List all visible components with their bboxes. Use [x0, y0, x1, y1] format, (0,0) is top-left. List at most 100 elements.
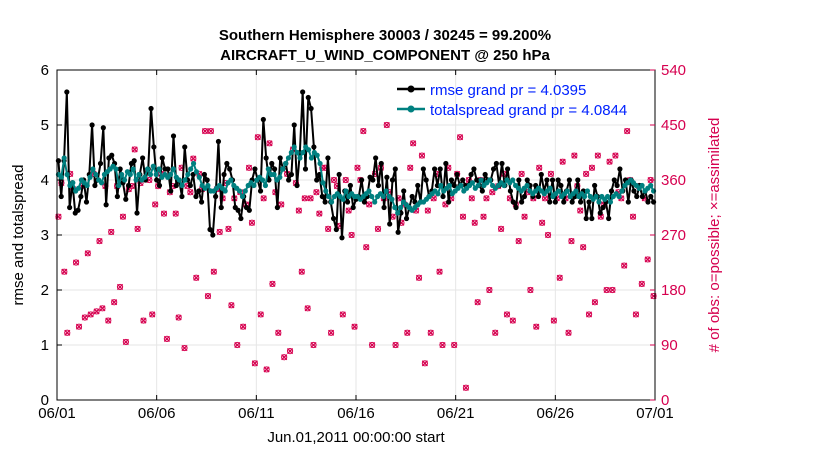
rmse-point [423, 177, 429, 183]
totalspread-point [75, 185, 82, 191]
rmse-point [490, 166, 497, 172]
obs-possible-marker [93, 308, 100, 315]
totalspread-point [573, 188, 579, 194]
rmse-point [505, 166, 511, 172]
obs-assimilated-marker [577, 207, 584, 214]
obs-assimilated-marker [96, 238, 103, 245]
rmse-point [198, 199, 205, 205]
obs-assimilated-marker [134, 225, 141, 232]
totalspread-point [619, 188, 625, 194]
totalspread-point [277, 174, 283, 180]
obs-possible-marker [536, 164, 543, 171]
obs-possible-marker [325, 225, 332, 232]
rmse-point [131, 158, 137, 164]
legend: rmse grand pr = 4.0395 totalspread grand… [397, 82, 627, 119]
rmse-point [583, 215, 589, 222]
obs-assimilated-marker [509, 317, 516, 324]
totalspread-point [395, 210, 401, 216]
rmse-point [535, 193, 542, 200]
obs-possible-marker [119, 213, 127, 220]
rmse-point [179, 193, 185, 200]
rmse-point [78, 193, 84, 200]
obs-assimilated-marker [571, 152, 578, 159]
obs-possible-marker [363, 244, 370, 251]
rmse-point [608, 188, 615, 194]
rmse-point [114, 193, 120, 200]
obs-assimilated-marker [629, 213, 637, 220]
obs-possible-marker [451, 341, 458, 349]
obs-assimilated-marker [81, 314, 88, 321]
obs-possible-marker [644, 256, 651, 263]
obs-possible-marker [55, 213, 62, 220]
obs-assimilated-marker [430, 195, 437, 202]
obs-possible-marker [351, 323, 358, 330]
totalspread-point [251, 182, 257, 189]
obs-assimilated-marker [75, 323, 83, 330]
x-tick-label: 06/16 [337, 405, 375, 422]
rmse-point [634, 193, 640, 200]
obs-possible-marker [193, 274, 200, 281]
obs-assimilated-marker [383, 121, 390, 129]
rmse-point [302, 166, 309, 172]
x-tick-label: 06/21 [437, 405, 475, 422]
obs-possible-marker [354, 164, 361, 171]
rmse-point [165, 166, 171, 172]
rmse-point [395, 229, 401, 235]
rmse-point [148, 105, 154, 112]
obs-possible-marker [521, 213, 528, 220]
rmse-point [389, 177, 396, 183]
obs-assimilated-marker [459, 213, 467, 220]
totalspread-point [380, 193, 386, 200]
rmse-point [446, 199, 452, 205]
obs-assimilated-marker [407, 164, 414, 171]
obs-assimilated-marker [583, 170, 590, 177]
obs-assimilated-marker [325, 225, 332, 232]
obs-assimilated-marker [330, 176, 338, 184]
rmse-point [538, 171, 544, 178]
obs-assimilated-marker [228, 302, 235, 309]
obs-assimilated-marker [131, 146, 138, 153]
obs-possible-marker [175, 314, 182, 321]
rmse-point [213, 193, 219, 200]
totalspread-point [167, 171, 174, 178]
totalspread-point [308, 155, 315, 161]
obs-possible-marker [486, 286, 493, 294]
rmse-point [336, 171, 342, 178]
legend-rmse-label: rmse grand pr = 4.0395 [430, 82, 586, 99]
obs-assimilated-marker [591, 299, 598, 306]
totalspread-point [328, 199, 335, 205]
obs-assimilated-marker [266, 140, 273, 147]
totalspread-point [259, 177, 266, 183]
totalspread-point [93, 171, 99, 178]
rmse-point [448, 177, 455, 183]
totalspread-point [130, 166, 136, 172]
obs-possible-marker [621, 262, 628, 269]
totalspread-point [294, 149, 300, 156]
totalspread-point [116, 182, 122, 189]
obs-possible-marker [374, 225, 382, 232]
y-left-tick-label: 5 [41, 117, 49, 134]
obs-assimilated-marker [471, 219, 478, 226]
legend-totalspread-marker [407, 105, 415, 113]
obs-possible-marker [210, 268, 217, 275]
totalspread-point [478, 177, 484, 183]
rmse-point [252, 166, 258, 172]
rmse-point [432, 166, 438, 172]
obs-possible-marker [594, 152, 601, 159]
obs-assimilated-marker [354, 164, 361, 171]
totalspread-point [84, 182, 90, 189]
totalspread-point [326, 193, 332, 200]
obs-assimilated-marker [210, 268, 217, 275]
obs-possible-marker [245, 164, 253, 171]
totalspread-point [280, 166, 286, 172]
rmse-point [437, 166, 443, 172]
obs-possible-marker [330, 176, 338, 184]
y-left-tick-label: 0 [41, 392, 49, 409]
obs-possible-marker [266, 140, 273, 147]
rmse-point [451, 182, 457, 189]
obs-possible-marker [207, 128, 214, 135]
rmse-point [123, 196, 129, 202]
totalspread-point [340, 196, 346, 202]
obs-assimilated-marker [351, 323, 358, 330]
